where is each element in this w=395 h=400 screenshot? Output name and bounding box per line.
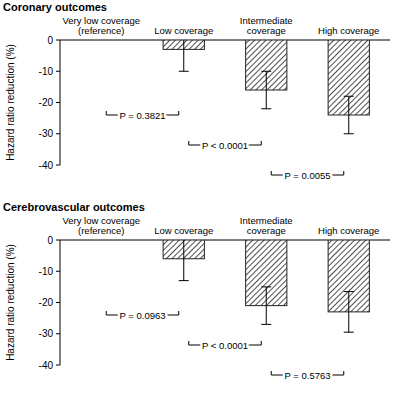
error-bar-cap bbox=[344, 96, 354, 97]
error-bar-cap bbox=[261, 324, 271, 325]
y-tick-label: 0 bbox=[47, 235, 53, 246]
p-bracket: P = 0.3821 bbox=[106, 110, 179, 121]
category-label: Intermediatecoverage bbox=[240, 15, 293, 36]
y-axis-label: Hazard ratio reduction (%) bbox=[5, 244, 16, 361]
y-tick bbox=[56, 133, 60, 134]
p-value-label: P = 0.3821 bbox=[119, 110, 165, 121]
error-bar-cap bbox=[261, 286, 271, 287]
y-tick bbox=[56, 365, 60, 366]
plot-area bbox=[163, 240, 369, 332]
p-bracket: P = 0.0963 bbox=[106, 310, 179, 321]
error-bar-cap bbox=[179, 280, 189, 281]
error-bar-cap bbox=[344, 332, 354, 333]
y-tick bbox=[56, 240, 60, 241]
error-bar-stem bbox=[348, 292, 349, 333]
p-value-label: P = 0.0963 bbox=[119, 310, 165, 321]
category-label: Low coverage bbox=[154, 25, 213, 36]
category-label-line: (reference) bbox=[78, 25, 124, 36]
chart-title: Coronary outcomes bbox=[3, 1, 107, 13]
chart-root: Coronary outcomes Hazard ratio reduction … bbox=[0, 0, 395, 400]
p-value-label: P < 0.0001 bbox=[202, 340, 248, 351]
chart-1: Cerebrovascular outcomes Hazard ratio red… bbox=[3, 201, 390, 381]
y-tick bbox=[56, 165, 60, 166]
y-tick bbox=[56, 271, 60, 272]
error-bar bbox=[344, 96, 354, 134]
category-label: High coverage bbox=[318, 225, 379, 236]
y-tick-label: -40 bbox=[39, 360, 54, 371]
category-label: High coverage bbox=[318, 25, 379, 36]
p-bracket: P = 0.0055 bbox=[271, 170, 344, 181]
y-tick-label: -30 bbox=[39, 328, 54, 339]
y-tick-label: -10 bbox=[39, 266, 54, 277]
p-bracket: P = 0.5763 bbox=[271, 370, 344, 381]
category-label-line: Low coverage bbox=[154, 25, 213, 36]
error-bar-cap bbox=[261, 108, 271, 109]
category-label: Very low coverage(reference) bbox=[62, 15, 140, 36]
y-axis-label: Hazard ratio reduction (%) bbox=[5, 44, 16, 161]
bar bbox=[81, 40, 122, 41]
y-tick bbox=[56, 40, 60, 41]
error-bar-cap bbox=[179, 71, 189, 72]
chart-0: Coronary outcomes Hazard ratio reduction … bbox=[3, 1, 390, 181]
y-tick bbox=[56, 102, 60, 103]
chart-title: Cerebrovascular outcomes bbox=[3, 201, 145, 213]
p-bracket: P < 0.0001 bbox=[189, 140, 262, 151]
y-tick-label: -30 bbox=[39, 128, 54, 139]
error-bar-cap bbox=[261, 71, 271, 72]
y-tick-label: 0 bbox=[47, 35, 53, 46]
category-label: Very low coverage(reference) bbox=[62, 215, 140, 236]
error-bar-stem bbox=[266, 287, 267, 325]
p-value-label: P = 0.5763 bbox=[284, 370, 330, 381]
y-tick-label: -40 bbox=[39, 160, 54, 171]
category-label-line: (reference) bbox=[78, 225, 124, 236]
category-label-line: coverage bbox=[247, 225, 286, 236]
y-tick-label: -20 bbox=[39, 97, 54, 108]
error-bar bbox=[179, 240, 189, 281]
error-bar bbox=[261, 71, 271, 109]
bar bbox=[81, 240, 122, 241]
plot-area bbox=[163, 40, 369, 134]
error-bar-cap bbox=[344, 133, 354, 134]
p-bracket: P < 0.0001 bbox=[189, 340, 262, 351]
category-label-line: coverage bbox=[247, 25, 286, 36]
error-bar-stem bbox=[266, 71, 267, 109]
category-label-line: High coverage bbox=[318, 225, 379, 236]
y-tick bbox=[56, 302, 60, 303]
y-tick-label: -20 bbox=[39, 297, 54, 308]
y-tick-label: -10 bbox=[39, 66, 54, 77]
category-label: Intermediatecoverage bbox=[240, 215, 293, 236]
error-bar bbox=[261, 287, 271, 325]
y-tick bbox=[56, 333, 60, 334]
p-value-label: P < 0.0001 bbox=[202, 140, 248, 151]
error-bar bbox=[344, 292, 354, 333]
error-bar-stem bbox=[183, 240, 184, 281]
category-label-line: High coverage bbox=[318, 25, 379, 36]
error-bar-stem bbox=[183, 40, 184, 71]
p-value-label: P = 0.0055 bbox=[284, 170, 330, 181]
y-tick bbox=[56, 71, 60, 72]
category-label: Low coverage bbox=[154, 225, 213, 236]
error-bar-cap bbox=[344, 291, 354, 292]
error-bar bbox=[179, 40, 189, 71]
category-label-line: Low coverage bbox=[154, 225, 213, 236]
error-bar-stem bbox=[348, 96, 349, 134]
